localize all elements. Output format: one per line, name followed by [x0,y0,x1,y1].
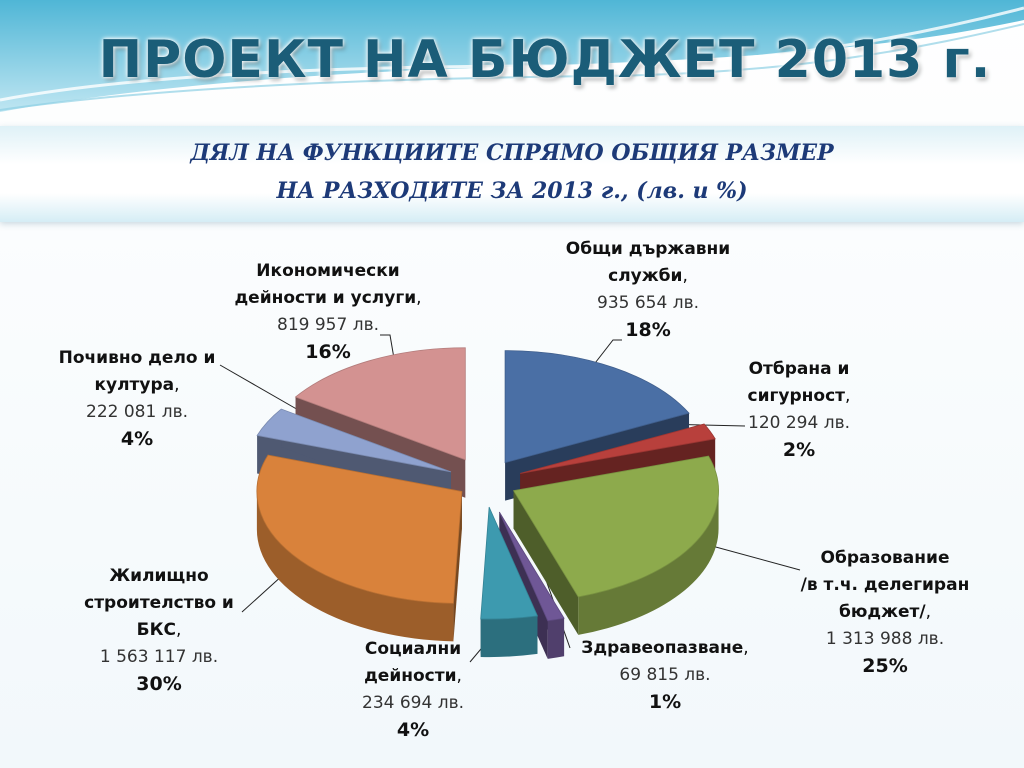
page-title: ПРОЕКТ НА БЮДЖЕТ 2013 г. [98,30,992,90]
slice-label-economic: Икономически дейности и услуги, 819 957 … [218,258,438,366]
label-amount: 120 294 лв. [748,413,850,433]
label-amount: 222 081 лв. [86,402,188,422]
label-comma: , [743,638,749,658]
pie-slice-top [256,408,452,473]
label-percent: 4% [396,719,430,741]
pie-slice-education [512,455,719,635]
pie-slice-rim [480,615,538,658]
slice-label-defense: Отбрана и сигурност, 120 294 лв. 2% [724,356,874,464]
label-percent: 18% [625,319,671,341]
pie-slice-top [504,350,690,464]
pie-slice-top [294,347,466,461]
pie-slice-top [512,455,719,598]
label-comma: , [845,386,851,406]
leader-line-culture [219,364,308,416]
label-comma: , [174,375,180,395]
label-amount: 1 563 117 лв. [99,647,219,667]
label-name: дейности [364,666,457,686]
slice-label-culture: Почивно дело и култура, 222 081 лв. 4% [47,345,227,453]
pie-slices [256,347,719,659]
pie-slice-social [480,506,539,658]
chart-subtitle-line-1: ДЯЛ НА ФУНКЦИИТЕ СПРЯМО ОБЩИЯ РАЗМЕР [190,140,834,166]
slice-label-general: Общи държавни служби, 935 654 лв. 18% [548,236,748,344]
label-name: служби [608,266,683,286]
pie-slice-top [480,506,539,620]
label-comma: , [682,266,688,286]
label-amount: 935 654 лв. [597,293,699,313]
pie-slice-housing [256,454,463,642]
label-comma: , [416,288,422,308]
label-comma: , [925,602,932,622]
label-amount: 819 957 лв. [277,315,379,335]
pie-slice-rim [256,491,454,642]
label-name: дейности и услуги [234,288,417,308]
slice-label-education: Образование /в т.ч. делегиран бюджет/, 1… [790,545,980,680]
label-name: /в т.ч. делегиран [800,575,970,595]
slice-label-housing: Жилищно строителство и БКС, 1 563 117 лв… [64,563,254,698]
label-name: Здравеопазване [581,638,744,658]
label-name: Отбрана и [748,359,850,379]
label-percent: 30% [136,673,182,695]
label-percent: 1% [648,691,682,713]
label-percent: 2% [782,439,816,461]
label-amount: 1 313 988 лв. [825,629,945,649]
pie-slice-wall [513,490,579,635]
label-name: Образование [820,548,950,568]
label-name: БКС [136,620,176,640]
pie-slice-top [498,511,565,622]
label-name: Социални [364,639,462,659]
label-name: сигурност [747,386,846,406]
pie-slice-rim [547,618,565,659]
label-percent: 4% [120,428,154,450]
label-name: Жилищно [109,566,209,586]
slice-label-social: Социални дейности, 234 694 лв. 4% [333,636,493,744]
label-name: култура [94,375,175,395]
label-name: строителство и [84,593,234,613]
pie-slice-top [256,454,463,604]
subtitle-band [0,126,1024,222]
label-name: Почивно дело и [58,348,216,368]
label-name: Икономически [256,261,400,281]
label-percent: 25% [862,655,908,677]
label-name: бюджет/ [838,602,926,622]
label-amount: 69 815 лв. [619,665,711,685]
pie-slice-top [520,423,716,474]
label-name: Общи държавни [565,239,731,259]
label-comma: , [175,620,182,640]
label-amount: 234 694 лв. [362,693,464,713]
slice-label-health: Здравеопазване, 69 815 лв. 1% [570,635,760,716]
label-percent: 16% [305,341,351,363]
chart-subtitle-line-2: НА РАЗХОДИТЕ ЗА 2013 г., (лв. и %) [276,178,748,204]
label-comma: , [456,666,462,686]
pie-slice-rim [578,490,719,635]
